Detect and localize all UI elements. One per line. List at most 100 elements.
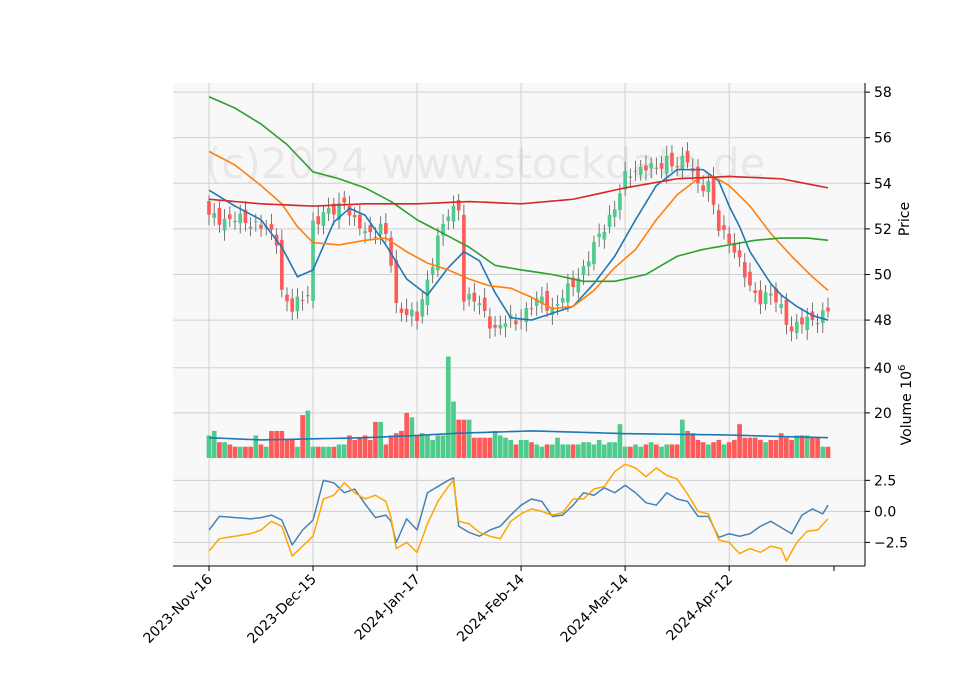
candle-up [363,230,367,234]
candle-down [456,199,461,211]
volume-bar-down [232,446,238,458]
volume-bars [206,356,831,458]
candle-down [399,308,404,313]
volume-bar-down [643,444,649,458]
volume-bar-up [341,444,347,458]
volume-bar-up [648,442,654,458]
volume-bar-down [747,437,753,458]
x-tick-label: 2024-Apr-12 [663,572,736,645]
volume-bar-up [440,435,446,458]
x-tick-label: 2024-Jan-17 [352,572,424,644]
volume-bar-up [555,437,560,458]
candle-down [737,250,742,258]
candle-up [664,155,669,174]
volume-bar-up [523,439,529,458]
candle-down [243,209,248,223]
candle-down [774,288,778,303]
volume-bar-up [430,439,436,458]
volume-bar-down [414,435,420,458]
volume-bar-up [435,435,441,458]
volume-bar-up [617,424,623,458]
volume-bar-up [591,444,597,458]
volume-bar-down [367,439,373,458]
candle-down [815,323,820,325]
candle-down [545,290,549,311]
indicator-y-tick-label: −2.5 [874,535,908,551]
candle-down [758,290,763,305]
volume-bar-down [690,433,696,458]
candle-down [358,214,362,229]
volume-bar-up [503,437,508,458]
candle-down [347,205,352,216]
volume-bar-down [815,437,820,458]
candle-down [352,215,357,218]
volume-bar-up [222,442,227,458]
volume-bar-up [586,442,592,458]
candle-down [659,163,664,169]
price-axis-label: Price [897,202,913,236]
candle-down [415,311,419,321]
volume-bar-down [784,437,789,458]
volume-ma-line [208,430,829,441]
candle-up [555,304,560,306]
candle-down [207,201,211,215]
price-ma-line-3 [208,95,829,283]
volume-bar-up [378,421,383,458]
volume-bar-up [721,444,727,458]
volume-bar-down [726,442,732,458]
candle-down [482,297,487,311]
volume-bar-up [263,446,269,458]
volume-bar-up [492,430,498,458]
volume-bar-down [674,444,680,458]
volume-bar-down [289,439,295,458]
candle-down [701,185,705,192]
volume-bar-down [810,437,815,458]
volume-bar-down [513,444,519,458]
volume-exponent: 6 [897,365,908,371]
volume-axis-label: Volume 106 [897,365,915,446]
candle-down [217,208,222,225]
volume-bar-up [539,446,545,458]
candle-down [389,237,393,266]
candle-down [290,298,295,312]
volume-bar-down [529,442,534,458]
candle-up [560,297,565,303]
price-moving-averages [208,95,829,321]
candle-down [300,299,305,301]
indicator-y-tick-label: 2.5 [874,473,896,489]
volume-bar-down [732,439,737,458]
candle-down [233,221,237,223]
volume-bar-down [669,444,675,458]
candle-down [285,294,289,302]
candle-down [753,290,757,293]
volume-y-tick-label: 20 [874,406,892,422]
candle-up [430,267,435,275]
candle-up [638,166,643,175]
volume-bar-up [596,439,602,458]
volume-bar-down [300,415,305,458]
volume-bar-up [326,446,331,458]
volume-bar-down [544,444,550,458]
volume-bar-up [518,439,524,458]
volume-bar-down [477,437,482,458]
volume-bar-up [560,444,566,458]
price-y-tick-label: 58 [874,85,892,101]
candle-up [706,181,711,193]
candle-down [259,224,263,229]
candle-down [373,236,378,238]
volume-bar-down [258,444,264,458]
candle-up [586,261,591,267]
candle-up [321,212,326,226]
volume-bar-down [352,439,357,458]
volume-bar-up [607,442,612,458]
volume-bar-up [794,435,800,458]
indicator-lines [208,463,829,562]
volume-bar-down [789,439,794,458]
volume-bar-up [466,419,472,458]
candle-up [446,216,451,221]
candle-down [826,307,830,312]
candle-up [540,296,544,304]
candle-down [280,239,284,290]
price-ma-line-4 [208,175,829,207]
